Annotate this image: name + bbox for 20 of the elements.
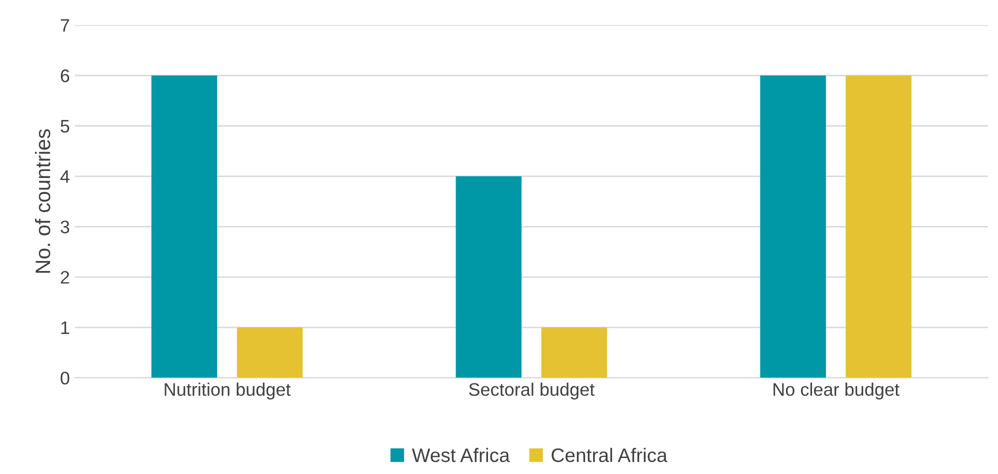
y-tick-label: 3 (60, 220, 70, 234)
y-tick-label: 5 (60, 120, 70, 133)
y-tick-label: 6 (60, 69, 70, 82)
legend-label: Central Africa (552, 448, 668, 462)
bar (151, 76, 218, 378)
bar (456, 176, 522, 378)
y-tick-label: 0 (60, 372, 70, 384)
bar (846, 76, 912, 378)
bar (760, 76, 826, 378)
y-tick-label: 4 (60, 170, 70, 183)
legend-label: West Africa (412, 448, 510, 462)
x-tick-label: Nutrition budget (164, 382, 291, 400)
x-tick-label: No clear budget (774, 382, 900, 400)
y-tick-label: 1 (61, 322, 70, 334)
y-axis-title: No. of countries (34, 129, 50, 273)
y-tick-label: 7 (60, 19, 70, 32)
bar (541, 327, 608, 378)
x-tick-label: Sectoral budget (469, 382, 595, 400)
bar (236, 327, 303, 378)
y-tick-label: 2 (60, 270, 70, 284)
